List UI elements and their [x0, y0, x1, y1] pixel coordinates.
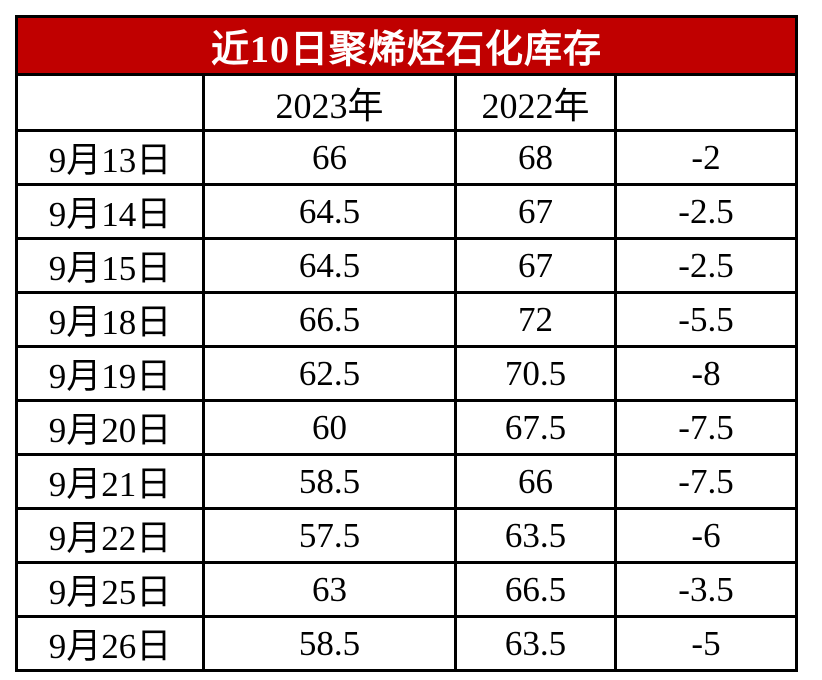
table-row: 9月20日 60 67.5 -7.5	[15, 399, 798, 456]
value-2022-cell: 67	[454, 237, 617, 294]
table-row: 9月18日 66.5 72 -5.5	[15, 291, 798, 348]
date-cell: 9月15日	[15, 237, 205, 294]
value-2022-cell: 66	[454, 453, 617, 510]
value-2022-cell: 68	[454, 129, 617, 186]
header-row: 2023年 2022年	[15, 73, 798, 132]
diff-cell: -2	[614, 129, 798, 186]
value-2023-cell: 58.5	[202, 615, 457, 672]
table-title: 近10日聚烯烃石化库存	[15, 15, 798, 76]
date-cell: 9月13日	[15, 129, 205, 186]
diff-cell: -2.5	[614, 237, 798, 294]
diff-cell: -2.5	[614, 183, 798, 240]
date-cell: 9月14日	[15, 183, 205, 240]
value-2023-cell: 66	[202, 129, 457, 186]
value-2023-cell: 58.5	[202, 453, 457, 510]
value-2023-cell: 66.5	[202, 291, 457, 348]
value-2023-cell: 62.5	[202, 345, 457, 402]
diff-cell: -8	[614, 345, 798, 402]
diff-cell: -3.5	[614, 561, 798, 618]
title-row: 近10日聚烯烃石化库存	[15, 15, 798, 76]
diff-cell: -7.5	[614, 399, 798, 456]
table-row: 9月14日 64.5 67 -2.5	[15, 183, 798, 240]
date-cell: 9月18日	[15, 291, 205, 348]
table-row: 9月15日 64.5 67 -2.5	[15, 237, 798, 294]
value-2023-cell: 64.5	[202, 183, 457, 240]
header-2022: 2022年	[454, 73, 617, 132]
date-cell: 9月21日	[15, 453, 205, 510]
date-cell: 9月19日	[15, 345, 205, 402]
table-row: 9月13日 66 68 -2	[15, 129, 798, 186]
value-2022-cell: 63.5	[454, 507, 617, 564]
value-2023-cell: 63	[202, 561, 457, 618]
diff-cell: -5.5	[614, 291, 798, 348]
inventory-table: 近10日聚烯烃石化库存 2023年 2022年 9月13日 66 68 -2 9…	[15, 15, 798, 672]
date-cell: 9月25日	[15, 561, 205, 618]
date-cell: 9月26日	[15, 615, 205, 672]
diff-cell: -5	[614, 615, 798, 672]
spreadsheet-area: 近10日聚烯烃石化库存 2023年 2022年 9月13日 66 68 -2 9…	[15, 15, 798, 672]
header-2023: 2023年	[202, 73, 457, 132]
table-row: 9月19日 62.5 70.5 -8	[15, 345, 798, 402]
diff-cell: -7.5	[614, 453, 798, 510]
header-date-blank	[15, 73, 205, 132]
value-2022-cell: 66.5	[454, 561, 617, 618]
diff-cell: -6	[614, 507, 798, 564]
value-2023-cell: 60	[202, 399, 457, 456]
header-diff-blank	[614, 73, 798, 132]
table-row: 9月26日 58.5 63.5 -5	[15, 615, 798, 672]
table-row: 9月21日 58.5 66 -7.5	[15, 453, 798, 510]
value-2023-cell: 64.5	[202, 237, 457, 294]
value-2022-cell: 63.5	[454, 615, 617, 672]
value-2022-cell: 67.5	[454, 399, 617, 456]
table-row: 9月25日 63 66.5 -3.5	[15, 561, 798, 618]
date-cell: 9月20日	[15, 399, 205, 456]
value-2022-cell: 72	[454, 291, 617, 348]
table-row: 9月22日 57.5 63.5 -6	[15, 507, 798, 564]
value-2022-cell: 70.5	[454, 345, 617, 402]
date-cell: 9月22日	[15, 507, 205, 564]
value-2022-cell: 67	[454, 183, 617, 240]
value-2023-cell: 57.5	[202, 507, 457, 564]
